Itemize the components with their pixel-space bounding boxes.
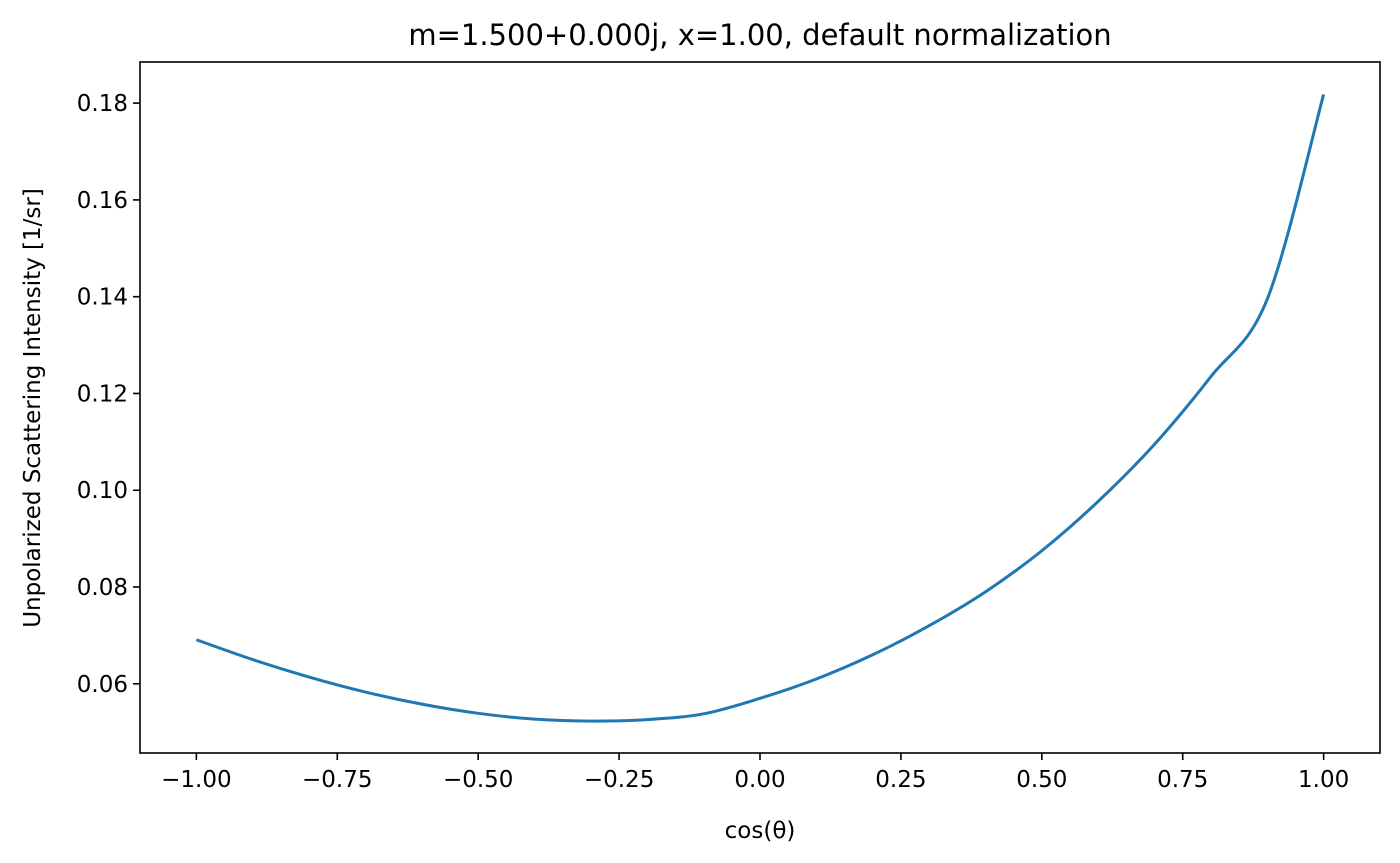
- plot-area: [195, 94, 1326, 723]
- x-tick-label: 0.25: [875, 767, 926, 793]
- x-tick-label: 1.00: [1298, 767, 1349, 793]
- y-tick-label: 0.06: [77, 672, 128, 698]
- y-tick-label: 0.18: [77, 91, 128, 117]
- x-tick-label: −0.50: [443, 767, 513, 793]
- y-axis-label: Unpolarized Scattering Intensity [1/sr]: [20, 188, 46, 628]
- x-axis-label: cos(θ): [725, 818, 796, 844]
- x-tick-label: −0.25: [584, 767, 654, 793]
- x-tick-label: 0.50: [1016, 767, 1067, 793]
- x-axis-ticks: −1.00 −0.75 −0.50 −0.25 0.00 0.25 0.50 0.75 1.00: [161, 753, 1349, 793]
- x-tick-label: 0.75: [1157, 767, 1208, 793]
- y-tick-label: 0.16: [77, 188, 128, 214]
- y-tick-label: 0.14: [77, 285, 128, 311]
- y-tick-label: 0.10: [77, 478, 128, 504]
- x-tick-label: −0.75: [302, 767, 372, 793]
- y-tick-label: 0.12: [77, 381, 128, 407]
- y-tick-label: 0.08: [77, 575, 128, 601]
- x-tick-label: 0.00: [734, 767, 785, 793]
- y-axis-ticks: 0.06 0.08 0.10 0.12 0.14 0.16 0.18: [77, 91, 140, 698]
- series-line: [195, 94, 1326, 723]
- chart-title: m=1.500+0.000j, x=1.00, default normaliz…: [408, 18, 1111, 52]
- x-tick-label: −1.00: [161, 767, 231, 793]
- axes-frame: [139, 61, 1381, 754]
